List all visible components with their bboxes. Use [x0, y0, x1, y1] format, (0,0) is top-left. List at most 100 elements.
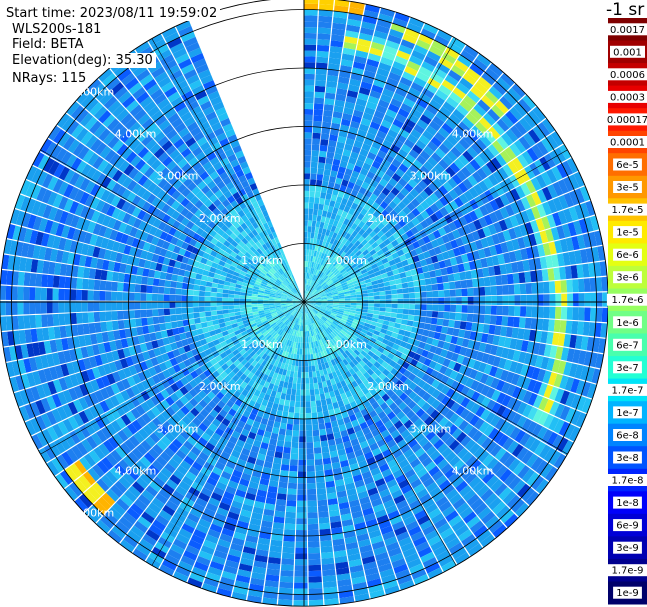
ray-gate	[283, 345, 289, 352]
ray-gate	[388, 103, 400, 114]
ray-gate	[373, 288, 380, 293]
ray-gate	[304, 348, 308, 355]
ray-gate	[411, 504, 425, 515]
ray-gate	[306, 313, 308, 320]
ray-gate	[355, 311, 362, 315]
ray-gate	[447, 249, 456, 259]
ray-gate	[543, 294, 550, 306]
ray-gate	[413, 44, 428, 56]
ray-gate	[401, 123, 413, 134]
ray-gate	[517, 237, 526, 249]
ray-gate	[194, 279, 201, 286]
ray-gate	[315, 470, 325, 478]
ray-gate	[392, 406, 402, 416]
ray-gate	[309, 383, 315, 390]
ray-gate	[321, 298, 328, 301]
ray-gate	[450, 335, 458, 345]
ray-gate	[340, 459, 350, 468]
ray-gate	[309, 377, 314, 384]
ray-gate	[368, 238, 376, 246]
ray-gate	[99, 280, 107, 291]
ray-gate	[373, 226, 381, 234]
ray-gate	[394, 12, 410, 23]
ray-gate	[187, 577, 203, 589]
ray-gate	[451, 174, 463, 185]
ray-gate	[360, 268, 368, 275]
ray-gate	[308, 570, 322, 577]
ray-gate	[297, 371, 302, 378]
ray-gate	[304, 302, 309, 307]
ray-gate	[422, 557, 438, 569]
ray-gate	[284, 399, 290, 407]
ray-gate	[309, 302, 316, 304]
ray-gate	[450, 391, 461, 402]
ray-gate	[382, 173, 392, 183]
ray-gate	[575, 412, 587, 428]
ray-gate	[504, 423, 516, 437]
ray-gate	[348, 328, 355, 334]
ray-gate	[304, 284, 306, 291]
ray-gate	[367, 126, 378, 136]
ray-gate	[520, 196, 531, 210]
ray-gate	[270, 408, 278, 416]
ray-gate	[304, 307, 306, 314]
ray-gate	[503, 252, 511, 264]
ray-gate	[438, 84, 452, 96]
ray-gate	[529, 162, 541, 177]
ray-gate	[403, 293, 410, 299]
ray-gate	[146, 317, 154, 326]
ray-gate	[405, 325, 413, 332]
ray-gate	[299, 430, 306, 437]
ray-gate	[387, 411, 396, 420]
ray-gate	[502, 285, 509, 295]
ray-gate	[351, 419, 360, 428]
ray-gate	[392, 196, 402, 205]
ray-gate	[473, 305, 480, 314]
ray-gate	[488, 427, 500, 440]
ray-gate	[327, 304, 333, 307]
ray-gate	[304, 50, 316, 57]
ray-gate	[404, 552, 420, 564]
ray-gate	[443, 282, 450, 290]
ray-gate	[307, 354, 311, 361]
ray-gate	[304, 297, 309, 302]
ray-gate	[483, 130, 496, 144]
ray-gate	[268, 370, 275, 378]
ray-gate	[381, 393, 390, 402]
ray-gate	[306, 284, 309, 291]
ray-gate	[353, 318, 360, 324]
ray-gate	[324, 288, 331, 292]
ray-gate	[58, 313, 66, 326]
ray-gate	[304, 21, 318, 28]
ray-gate	[518, 351, 527, 364]
ray-gate	[316, 376, 322, 383]
ray-gate	[317, 340, 321, 347]
ray-gate	[249, 583, 264, 592]
ray-gate	[354, 411, 363, 420]
ray-gate	[358, 228, 366, 236]
ray-gate	[354, 55, 367, 65]
ray-gate	[454, 552, 470, 565]
ray-gate	[265, 574, 280, 582]
ray-gate	[312, 429, 320, 437]
ray-gate	[372, 36, 387, 46]
ray-gate	[306, 291, 310, 297]
ray-gate	[372, 234, 380, 242]
ray-gate	[335, 177, 343, 185]
ray-gate	[356, 274, 364, 280]
ray-gate	[409, 304, 416, 310]
ray-gate	[393, 256, 402, 264]
ray-gate	[311, 329, 315, 336]
ray-gate	[358, 343, 366, 350]
ray-gate	[180, 555, 196, 567]
ray-gate	[497, 253, 506, 265]
ray-gate	[493, 265, 501, 276]
ray-gate	[311, 323, 315, 330]
ray-gate	[304, 62, 316, 69]
ray-gate	[291, 347, 295, 354]
ray-gate	[318, 345, 324, 352]
ray-gate	[554, 280, 562, 293]
ray-gate	[509, 361, 518, 373]
ray-gate	[534, 330, 543, 343]
ray-gate	[383, 261, 391, 269]
